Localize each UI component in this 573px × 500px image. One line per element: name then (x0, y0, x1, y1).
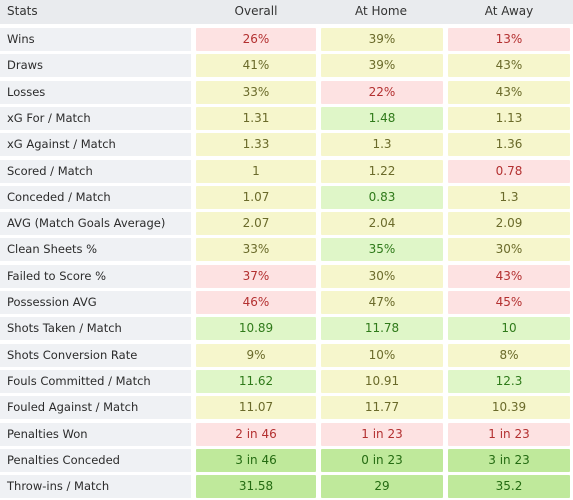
row-label: Shots Taken / Match (0, 317, 191, 340)
table-row: Clean Sheets % 33% 35% 30% (0, 238, 573, 261)
row-label: Failed to Score % (0, 265, 191, 288)
row-label: Losses (0, 81, 191, 104)
row-label: AVG (Match Goals Average) (0, 212, 191, 235)
home-cell: 10% (321, 344, 443, 367)
header-home: At Home (355, 4, 407, 18)
away-cell: 1.36 (448, 133, 570, 156)
home-cell: 1.48 (321, 107, 443, 130)
row-label: Draws (0, 54, 191, 77)
away-cell: 1.3 (448, 186, 570, 209)
table-row: xG For / Match 1.31 1.48 1.13 (0, 107, 573, 130)
row-label: Fouled Against / Match (0, 396, 191, 419)
table-row: Scored / Match 1 1.22 0.78 (0, 160, 573, 183)
away-cell: 8% (448, 344, 570, 367)
home-cell: 11.78 (321, 317, 443, 340)
table-row: Shots Conversion Rate 9% 10% 8% (0, 344, 573, 367)
row-label: Possession AVG (0, 291, 191, 314)
away-cell: 12.3 (448, 370, 570, 393)
row-label: xG Against / Match (0, 133, 191, 156)
overall-cell: 41% (196, 54, 316, 77)
table-row: xG Against / Match 1.33 1.3 1.36 (0, 133, 573, 156)
away-cell: 0.78 (448, 160, 570, 183)
table-row: Penalties Conceded 3 in 46 0 in 23 3 in 23 (0, 449, 573, 472)
away-cell: 13% (448, 28, 570, 51)
header-away: At Away (484, 4, 534, 18)
away-cell: 10.39 (448, 396, 570, 419)
away-cell: 43% (448, 54, 570, 77)
row-label: Penalties Conceded (0, 449, 191, 472)
overall-cell: 3 in 46 (196, 449, 316, 472)
overall-cell: 31.58 (196, 475, 316, 498)
home-cell: 1 in 23 (321, 423, 443, 446)
header-overall: Overall (234, 4, 278, 18)
away-cell: 10 (448, 317, 570, 340)
overall-cell: 37% (196, 265, 316, 288)
home-cell: 11.77 (321, 396, 443, 419)
overall-cell: 2.07 (196, 212, 316, 235)
overall-cell: 9% (196, 344, 316, 367)
away-cell: 2.09 (448, 212, 570, 235)
table-row: AVG (Match Goals Average) 2.07 2.04 2.09 (0, 212, 573, 235)
overall-cell: 26% (196, 28, 316, 51)
away-cell: 45% (448, 291, 570, 314)
away-cell: 1.13 (448, 107, 570, 130)
away-cell: 43% (448, 81, 570, 104)
overall-cell: 2 in 46 (196, 423, 316, 446)
row-label: Conceded / Match (0, 186, 191, 209)
overall-cell: 46% (196, 291, 316, 314)
overall-cell: 33% (196, 81, 316, 104)
home-cell: 39% (321, 28, 443, 51)
table-row: Wins 26% 39% 13% (0, 28, 573, 51)
home-cell: 1.22 (321, 160, 443, 183)
table-header: Stats Overall At Home At Away (0, 0, 573, 24)
table-row: Shots Taken / Match 10.89 11.78 10 (0, 317, 573, 340)
row-label: Shots Conversion Rate (0, 344, 191, 367)
overall-cell: 1.07 (196, 186, 316, 209)
overall-cell: 1 (196, 160, 316, 183)
overall-cell: 1.31 (196, 107, 316, 130)
home-cell: 1.3 (321, 133, 443, 156)
table-row: Failed to Score % 37% 30% 43% (0, 265, 573, 288)
home-cell: 35% (321, 238, 443, 261)
row-label: Penalties Won (0, 423, 191, 446)
home-cell: 0.83 (321, 186, 443, 209)
overall-cell: 33% (196, 238, 316, 261)
row-label: xG For / Match (0, 107, 191, 130)
overall-cell: 11.07 (196, 396, 316, 419)
table-row: Draws 41% 39% 43% (0, 54, 573, 77)
away-cell: 1 in 23 (448, 423, 570, 446)
table-row: Throw-ins / Match 31.58 29 35.2 (0, 475, 573, 498)
away-cell: 3 in 23 (448, 449, 570, 472)
table-row: Possession AVG 46% 47% 45% (0, 291, 573, 314)
home-cell: 47% (321, 291, 443, 314)
row-label: Wins (0, 28, 191, 51)
home-cell: 0 in 23 (321, 449, 443, 472)
away-cell: 35.2 (448, 475, 570, 498)
home-cell: 39% (321, 54, 443, 77)
overall-cell: 10.89 (196, 317, 316, 340)
table-row: Fouled Against / Match 11.07 11.77 10.39 (0, 396, 573, 419)
home-cell: 10.91 (321, 370, 443, 393)
table-row: Losses 33% 22% 43% (0, 81, 573, 104)
away-cell: 30% (448, 238, 570, 261)
table-row: Penalties Won 2 in 46 1 in 23 1 in 23 (0, 423, 573, 446)
row-label: Clean Sheets % (0, 238, 191, 261)
overall-cell: 11.62 (196, 370, 316, 393)
row-label: Fouls Committed / Match (0, 370, 191, 393)
home-cell: 30% (321, 265, 443, 288)
row-label: Throw-ins / Match (0, 475, 191, 498)
table-row: Fouls Committed / Match 11.62 10.91 12.3 (0, 370, 573, 393)
home-cell: 22% (321, 81, 443, 104)
table-row: Conceded / Match 1.07 0.83 1.3 (0, 186, 573, 209)
row-label: Scored / Match (0, 160, 191, 183)
home-cell: 2.04 (321, 212, 443, 235)
home-cell: 29 (321, 475, 443, 498)
away-cell: 43% (448, 265, 570, 288)
header-stats: Stats (7, 4, 38, 18)
overall-cell: 1.33 (196, 133, 316, 156)
